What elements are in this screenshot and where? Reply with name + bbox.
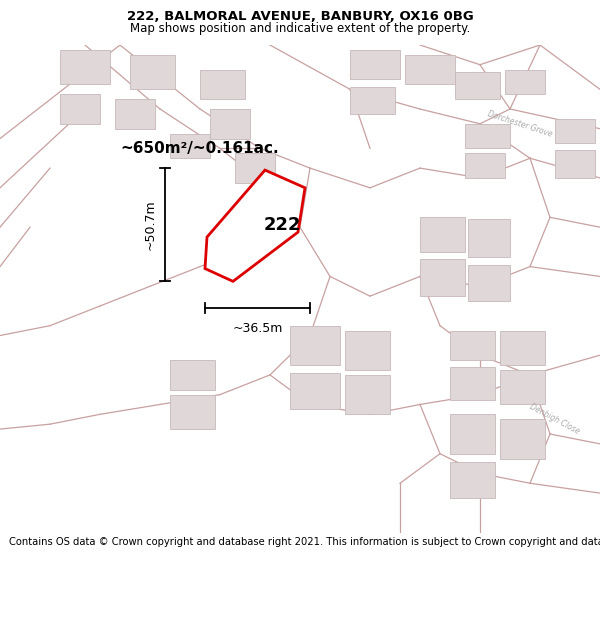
Polygon shape — [455, 72, 500, 99]
Polygon shape — [345, 375, 390, 414]
Text: ~650m²/~0.161ac.: ~650m²/~0.161ac. — [120, 141, 278, 156]
Polygon shape — [210, 109, 250, 139]
Polygon shape — [170, 360, 215, 390]
Text: 222: 222 — [263, 216, 301, 234]
Polygon shape — [450, 331, 495, 360]
Polygon shape — [290, 373, 340, 409]
Text: ~36.5m: ~36.5m — [232, 322, 283, 335]
Text: ~50.7m: ~50.7m — [144, 199, 157, 250]
Text: Denbigh Close: Denbigh Close — [529, 402, 581, 436]
Polygon shape — [260, 183, 295, 208]
Polygon shape — [420, 259, 465, 296]
Polygon shape — [500, 370, 545, 404]
Polygon shape — [450, 414, 495, 454]
Polygon shape — [170, 134, 210, 158]
Polygon shape — [450, 462, 495, 498]
Text: Dorchester Grove: Dorchester Grove — [487, 109, 554, 139]
Polygon shape — [60, 50, 110, 84]
Text: 222, BALMORAL AVENUE, BANBURY, OX16 0BG: 222, BALMORAL AVENUE, BANBURY, OX16 0BG — [127, 10, 473, 23]
Polygon shape — [500, 331, 545, 365]
Polygon shape — [465, 153, 505, 178]
Polygon shape — [468, 264, 510, 301]
Polygon shape — [130, 55, 175, 89]
Polygon shape — [500, 419, 545, 459]
Text: Map shows position and indicative extent of the property.: Map shows position and indicative extent… — [130, 22, 470, 35]
Polygon shape — [350, 50, 400, 79]
Polygon shape — [555, 119, 595, 144]
Polygon shape — [505, 69, 545, 94]
Polygon shape — [200, 69, 245, 99]
Polygon shape — [420, 217, 465, 252]
Polygon shape — [555, 151, 595, 178]
Polygon shape — [170, 394, 215, 429]
Text: Contains OS data © Crown copyright and database right 2021. This information is : Contains OS data © Crown copyright and d… — [9, 538, 600, 548]
Polygon shape — [115, 99, 155, 129]
Polygon shape — [405, 55, 455, 84]
Polygon shape — [350, 88, 395, 114]
Polygon shape — [450, 367, 495, 399]
Polygon shape — [205, 170, 305, 281]
Polygon shape — [235, 153, 275, 183]
Polygon shape — [468, 219, 510, 257]
Polygon shape — [60, 94, 100, 124]
Polygon shape — [465, 124, 510, 148]
Polygon shape — [345, 331, 390, 370]
Polygon shape — [290, 326, 340, 365]
